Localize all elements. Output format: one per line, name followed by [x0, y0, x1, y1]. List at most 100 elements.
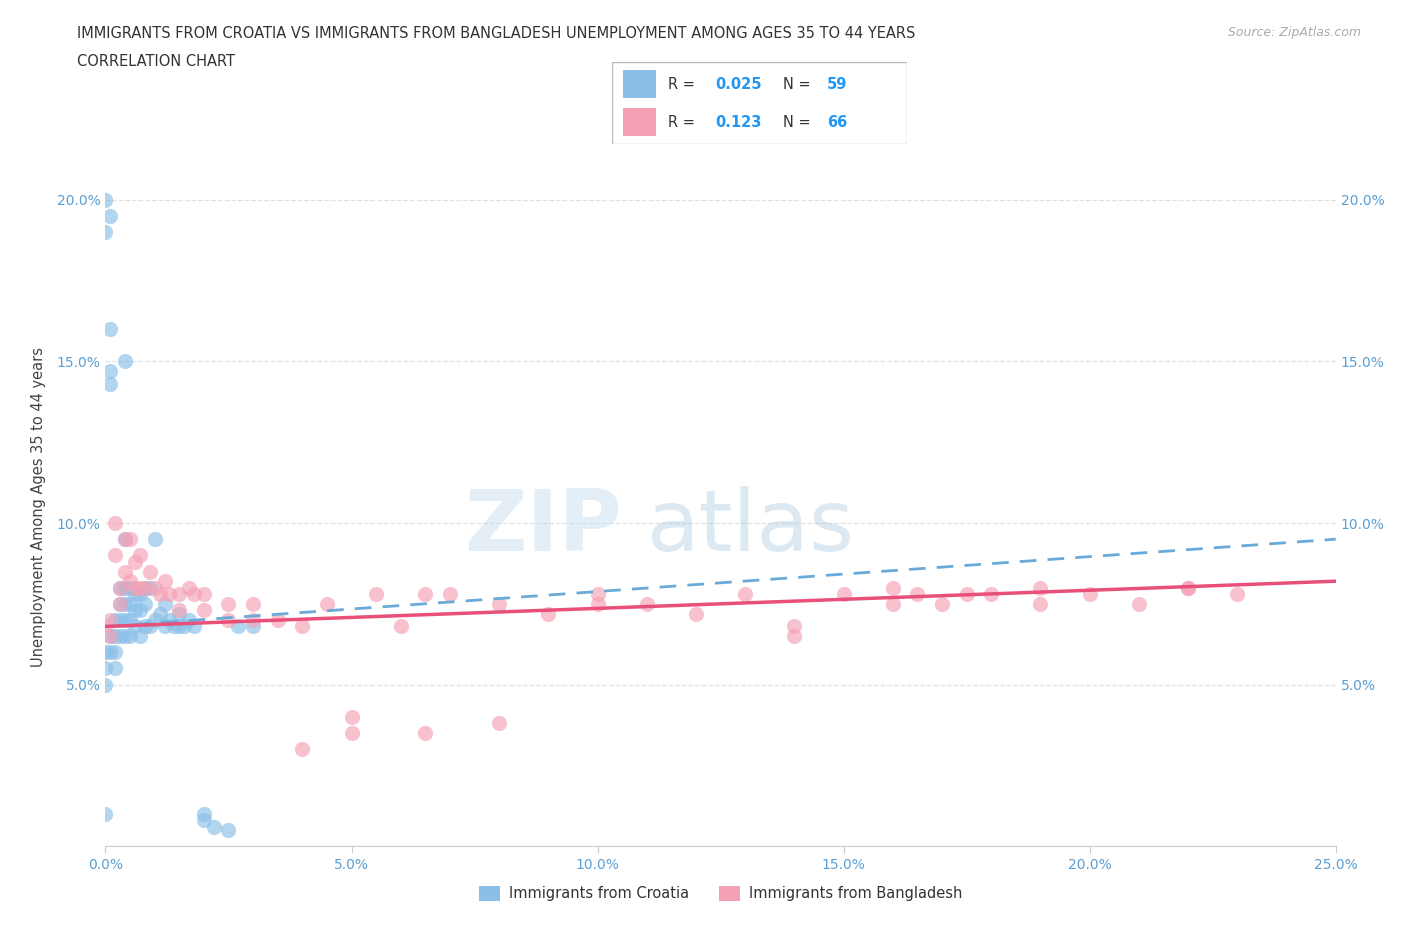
Point — [183, 587, 205, 602]
Point — [98, 208, 122, 223]
Point — [134, 580, 156, 595]
Point — [98, 629, 122, 644]
Point — [169, 619, 191, 634]
Point — [94, 677, 117, 692]
Point — [980, 587, 1002, 602]
Point — [120, 596, 141, 611]
Point — [98, 613, 122, 628]
Point — [104, 629, 127, 644]
Point — [110, 596, 132, 611]
Point — [242, 619, 264, 634]
Point — [202, 819, 225, 834]
Point — [124, 603, 146, 618]
Point — [488, 596, 510, 611]
Bar — [623, 71, 655, 99]
Point — [143, 613, 166, 628]
Point — [193, 806, 215, 821]
Point — [1078, 587, 1101, 602]
Point — [110, 580, 132, 595]
Point — [124, 554, 146, 569]
Point — [1029, 580, 1052, 595]
Point — [956, 587, 979, 602]
Point — [94, 661, 117, 676]
Text: 59: 59 — [827, 77, 848, 92]
Point — [94, 644, 117, 659]
Point — [218, 613, 240, 628]
Point — [120, 580, 141, 595]
Point — [110, 629, 132, 644]
Point — [143, 580, 166, 595]
Point — [114, 596, 136, 611]
Point — [134, 580, 156, 595]
Point — [114, 532, 136, 547]
Point — [586, 587, 609, 602]
Point — [98, 322, 122, 337]
Point — [1029, 596, 1052, 611]
Text: IMMIGRANTS FROM CROATIA VS IMMIGRANTS FROM BANGLADESH UNEMPLOYMENT AMONG AGES 35: IMMIGRANTS FROM CROATIA VS IMMIGRANTS FR… — [77, 26, 915, 41]
Point — [134, 596, 156, 611]
Point — [124, 619, 146, 634]
Point — [129, 580, 152, 595]
Point — [94, 193, 117, 207]
Point — [415, 725, 437, 740]
Point — [124, 580, 146, 595]
Point — [129, 603, 152, 618]
Point — [149, 587, 172, 602]
Point — [1128, 596, 1150, 611]
Point — [218, 823, 240, 838]
Point — [537, 606, 560, 621]
Point — [389, 619, 412, 634]
Point — [173, 619, 195, 634]
Point — [98, 644, 122, 659]
Point — [129, 548, 152, 563]
Point — [114, 629, 136, 644]
Point — [366, 587, 388, 602]
Point — [110, 596, 132, 611]
Point — [439, 587, 461, 602]
Point — [169, 587, 191, 602]
Text: ZIP: ZIP — [464, 485, 621, 569]
Text: 66: 66 — [827, 114, 848, 129]
Point — [179, 580, 201, 595]
Point — [94, 619, 117, 634]
Point — [228, 619, 250, 634]
Point — [110, 613, 132, 628]
Text: R =: R = — [668, 77, 699, 92]
Point — [291, 619, 314, 634]
Point — [340, 710, 363, 724]
Point — [104, 515, 127, 530]
Point — [120, 629, 141, 644]
Legend: Immigrants from Croatia, Immigrants from Bangladesh: Immigrants from Croatia, Immigrants from… — [472, 880, 969, 907]
Point — [783, 629, 806, 644]
Point — [242, 613, 264, 628]
FancyBboxPatch shape — [612, 62, 907, 144]
Point — [193, 813, 215, 828]
Point — [1226, 587, 1249, 602]
Point — [1177, 580, 1199, 595]
Point — [98, 377, 122, 392]
Point — [783, 619, 806, 634]
Point — [94, 225, 117, 240]
Point — [98, 364, 122, 379]
Point — [114, 565, 136, 579]
Point — [94, 806, 117, 821]
Point — [882, 580, 904, 595]
Point — [685, 606, 707, 621]
Point — [267, 613, 290, 628]
Text: 0.025: 0.025 — [716, 77, 762, 92]
Point — [315, 596, 337, 611]
Point — [114, 532, 136, 547]
Point — [169, 606, 191, 621]
Point — [110, 580, 132, 595]
Point — [218, 596, 240, 611]
Point — [149, 606, 172, 621]
Point — [134, 619, 156, 634]
Point — [242, 596, 264, 611]
Point — [179, 613, 201, 628]
Point — [291, 742, 314, 757]
Point — [114, 613, 136, 628]
Point — [129, 629, 152, 644]
Point — [159, 587, 180, 602]
Point — [138, 619, 162, 634]
Point — [159, 613, 180, 628]
